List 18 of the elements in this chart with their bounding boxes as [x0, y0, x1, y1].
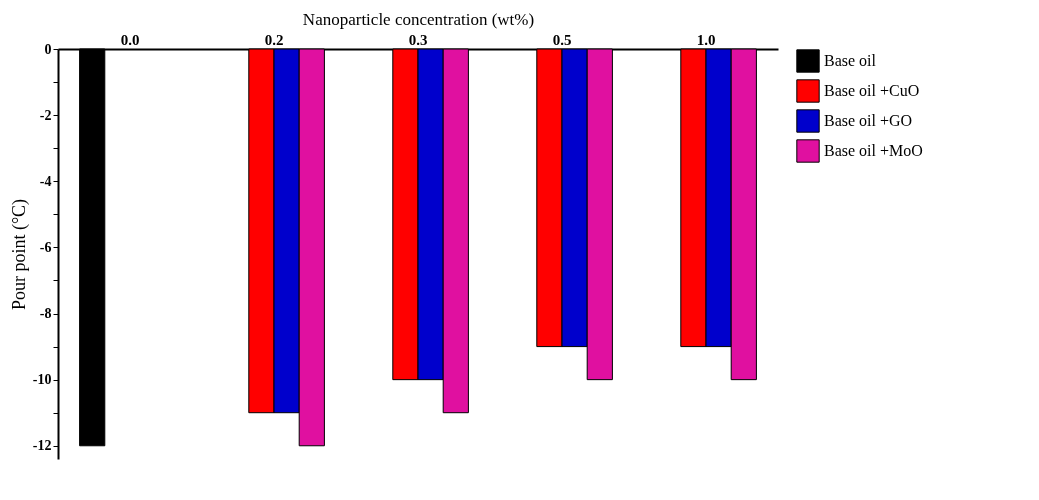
legend-label: Base oil — [824, 52, 877, 69]
y-axis-title: Pour point (°C) — [8, 198, 30, 311]
y-tick-label: -12 — [32, 438, 52, 454]
x-tick-label: 1.0 — [696, 31, 716, 48]
x-tick-label: 0.0 — [120, 31, 140, 48]
y-tick-label: -10 — [32, 372, 52, 388]
x-tick-label: 0.3 — [408, 31, 428, 48]
x-axis-title: Nanoparticle concentration (wt%) — [302, 9, 535, 29]
y-tick-label: -8 — [39, 306, 52, 322]
legend-label: Base oil +CuO — [824, 82, 920, 99]
legend-label: Base oil +GO — [824, 112, 913, 129]
x-tick-label: 0.2 — [264, 31, 284, 48]
y-tick-label: -4 — [39, 173, 52, 189]
legend-label: Base oil +MoO — [824, 142, 923, 159]
y-tick-label: -2 — [39, 107, 52, 123]
x-tick-label: 0.5 — [552, 31, 572, 48]
y-tick-label: 0 — [44, 41, 52, 57]
y-tick-label: -6 — [39, 239, 52, 255]
